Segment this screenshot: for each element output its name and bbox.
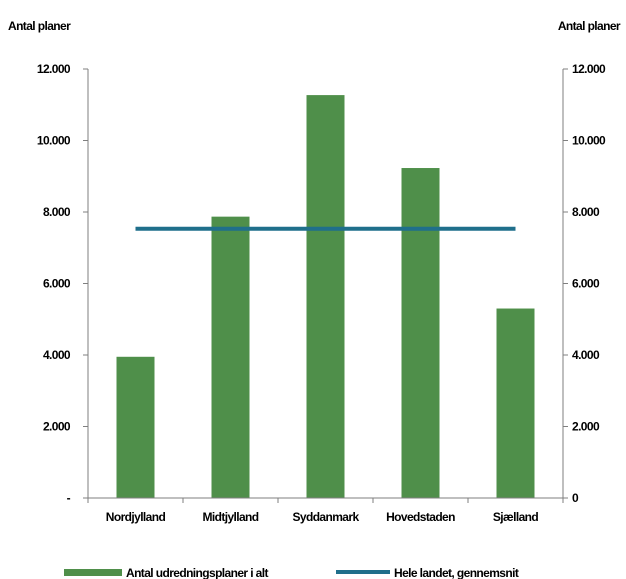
bar-hovedstaden <box>401 168 440 498</box>
category-labels: Nordjylland Midtjylland Syddanmark Hovedsta… <box>106 510 539 524</box>
right-tick-label: 8.000 <box>572 205 600 219</box>
legend: Antal udredningsplaner i alt Hele landet… <box>64 566 519 579</box>
right-tick-label: 10.000 <box>572 134 606 148</box>
left-axis-title: Antal planer <box>8 19 71 33</box>
left-tick-label: 10.000 <box>37 134 71 148</box>
x-ticks <box>87 498 564 503</box>
right-tick-label: 2.000 <box>572 420 600 434</box>
category-label: Midtjylland <box>202 510 258 524</box>
category-label: Syddanmark <box>292 510 359 524</box>
category-label: Sjælland <box>493 510 538 524</box>
right-y-ticks: 0 2.000 4.000 6.000 8.000 10.000 12.000 <box>563 62 607 505</box>
bar-syddanmark <box>306 95 345 498</box>
legend-swatch-bars <box>64 569 122 576</box>
bar-sjælland <box>496 308 535 498</box>
right-tick-label: 12.000 <box>572 62 606 76</box>
left-y-ticks: - 2.000 4.000 6.000 8.000 10.000 12.000 <box>37 62 88 505</box>
bar-midtjylland <box>211 216 250 498</box>
right-axis-title: Antal planer <box>558 19 621 33</box>
left-tick-label: 6.000 <box>43 277 71 291</box>
left-tick-label: 4.000 <box>43 348 71 362</box>
right-tick-label: 4.000 <box>572 348 600 362</box>
left-tick-label: - <box>67 491 71 505</box>
left-tick-label: 8.000 <box>43 205 71 219</box>
left-tick-label: 12.000 <box>37 62 71 76</box>
legend-label-line: Hele landet, gennemsnit <box>394 566 519 579</box>
legend-label-bars: Antal udredningsplaner i alt <box>126 566 268 579</box>
bar-series <box>116 95 535 498</box>
bar-nordjylland <box>116 356 155 498</box>
category-label: Nordjylland <box>106 510 166 524</box>
category-label: Hovedstaden <box>386 510 455 524</box>
left-tick-label: 2.000 <box>43 420 71 434</box>
right-tick-label: 6.000 <box>572 277 600 291</box>
right-tick-label: 0 <box>572 491 579 505</box>
